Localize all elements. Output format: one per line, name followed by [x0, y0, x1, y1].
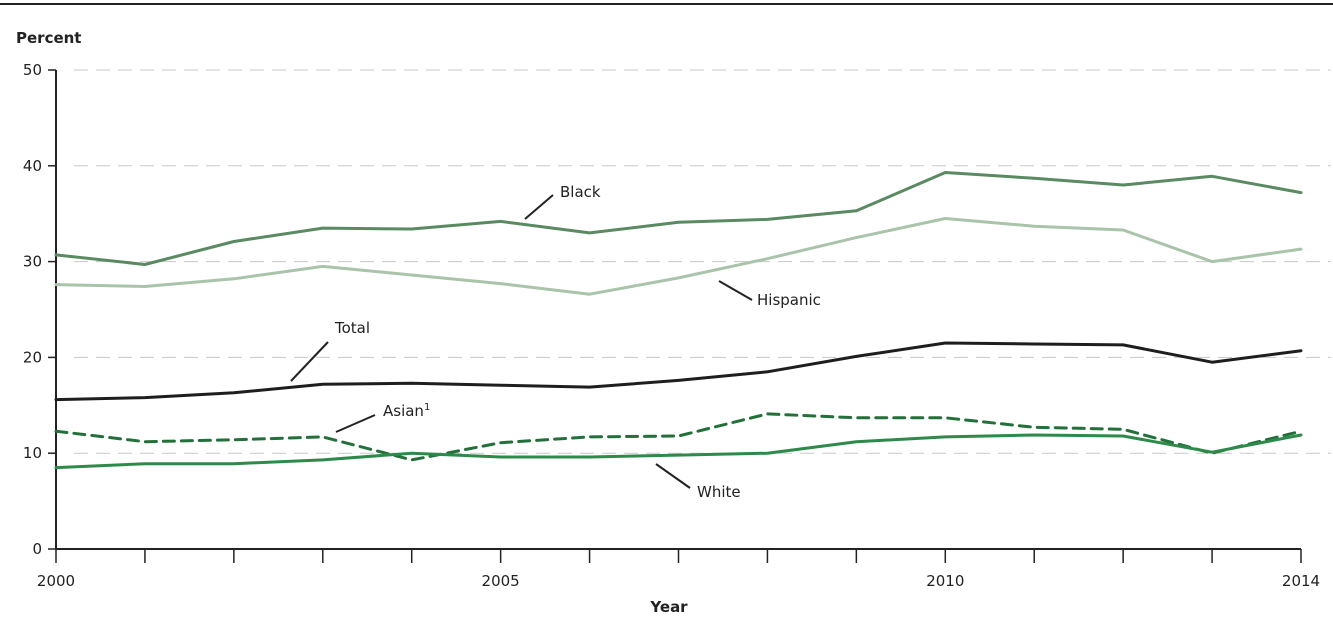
x-tick-label: 2010 — [926, 572, 964, 590]
series-label-asian: Asian1 — [383, 402, 430, 420]
y-tick-label: 10 — [23, 444, 42, 462]
series-line-total — [54, 341, 1303, 402]
series-labels: Black Hispanic Total Asian1 White — [290, 183, 821, 501]
y-tick-label: 0 — [32, 540, 42, 558]
series-label-white: White — [697, 483, 741, 501]
y-tick-label: 20 — [23, 348, 42, 366]
series-label-hispanic: Hispanic — [757, 291, 821, 309]
series-label-black: Black — [560, 183, 601, 201]
series-line-white — [54, 433, 1303, 470]
y-tick-label: 50 — [23, 61, 42, 79]
series-label-total: Total — [334, 319, 370, 337]
series-lines — [54, 171, 1303, 470]
leader-line-black — [524, 194, 554, 220]
leader-line-asian — [335, 414, 376, 433]
y-tick-label: 30 — [23, 253, 42, 271]
gridlines — [74, 69, 1331, 454]
x-tick-label: 2000 — [37, 572, 75, 590]
y-axis-title: Percent — [16, 29, 81, 47]
x-axis-title: Year — [649, 598, 688, 616]
leader-line-hispanic — [718, 280, 753, 301]
x-tick-label: 2014 — [1282, 572, 1320, 590]
x-tick-label: 2005 — [482, 572, 520, 590]
leader-line-total — [290, 341, 329, 382]
y-tick-label: 40 — [23, 157, 42, 175]
leader-line-white — [655, 463, 691, 489]
series-line-asian — [54, 412, 1303, 462]
series-line-black — [54, 171, 1303, 266]
footnote-marker: 1 — [424, 402, 430, 413]
series-line-hispanic — [54, 217, 1303, 296]
axes: 0 10 20 30 40 50 2000 2005 2010 2014 — [23, 61, 1320, 590]
